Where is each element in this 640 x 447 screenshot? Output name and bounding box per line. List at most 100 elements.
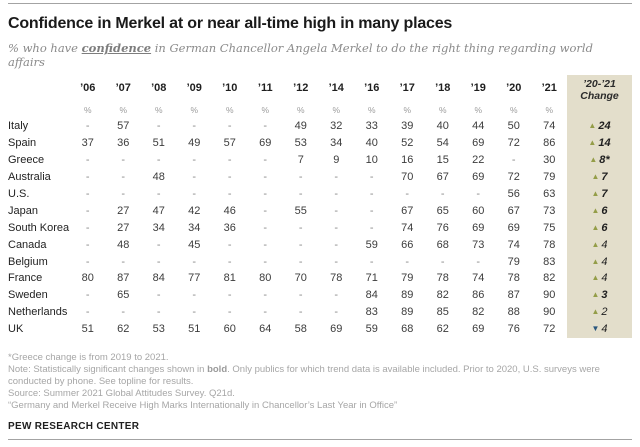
value-cell: 69 (472, 221, 485, 234)
unit-label: % (261, 105, 270, 115)
value-cell: 79 (543, 171, 556, 184)
value-cell: - (85, 120, 90, 133)
col-header: ’16 (364, 81, 380, 94)
value-cell: 82 (543, 272, 556, 285)
value-cell: - (227, 171, 232, 184)
up-triangle-icon: ▲ (588, 138, 597, 148)
value-cell: 66 (401, 238, 414, 251)
value-cell: 87 (507, 289, 520, 302)
value-cell: - (263, 154, 268, 167)
value-cell: 79 (507, 255, 520, 268)
col-header: ’21 (541, 81, 557, 94)
subtitle-suffix: in German Chancellor Angela Merkel to do… (8, 41, 593, 69)
table-corner (8, 75, 70, 101)
value-cell: 55 (294, 204, 307, 217)
value-cell: - (263, 255, 268, 268)
value-cell: 64 (259, 323, 272, 336)
value-cell: 76 (507, 323, 520, 336)
change-cell: ▲ 3 (567, 286, 632, 304)
value-cell: 84 (152, 272, 165, 285)
change-value: 6 (601, 221, 608, 234)
value-cell: 57 (117, 120, 130, 133)
country-label: France (8, 272, 43, 285)
value-cell: 59 (365, 238, 378, 251)
col-header: ’20 (506, 81, 522, 94)
value-cell: 15 (436, 154, 449, 167)
value-cell: 59 (365, 323, 378, 336)
value-cell: - (369, 221, 374, 234)
value-cell: 74 (472, 272, 485, 285)
value-cell: - (334, 221, 339, 234)
value-cell: - (121, 306, 126, 319)
value-cell: - (85, 306, 90, 319)
value-cell: 49 (294, 120, 307, 133)
value-cell: - (334, 188, 339, 200)
value-cell: 69 (330, 323, 343, 336)
change-cell: ▲ 6 (567, 219, 632, 237)
value-cell: 27 (117, 204, 130, 217)
value-cell: 39 (401, 120, 414, 133)
change-value: 4 (601, 323, 608, 336)
value-cell: - (263, 188, 268, 200)
value-cell: 33 (365, 120, 378, 133)
value-cell: 49 (188, 137, 201, 150)
col-header: ’18 (435, 81, 451, 94)
value-cell: 73 (543, 204, 556, 217)
value-cell: - (263, 289, 268, 302)
value-cell: - (476, 188, 481, 200)
col-header: ’14 (328, 81, 344, 94)
value-cell: 68 (401, 323, 414, 336)
value-cell: - (192, 289, 197, 302)
value-cell: - (156, 238, 161, 251)
value-cell: 75 (543, 221, 556, 234)
value-cell: 54 (436, 137, 449, 150)
value-cell: 63 (543, 188, 556, 200)
change-value: 4 (601, 238, 608, 251)
footnote-note-prefix: Note: Statistically significant changes … (8, 363, 208, 375)
country-label: Netherlands (8, 306, 68, 319)
value-cell: 79 (401, 272, 414, 285)
country-label: Canada (8, 238, 47, 251)
value-cell: 50 (507, 120, 520, 133)
value-cell: 48 (117, 238, 130, 251)
value-cell: 67 (401, 204, 414, 217)
value-cell: 78 (436, 272, 449, 285)
value-cell: - (334, 255, 339, 268)
up-triangle-icon: ▲ (591, 172, 600, 182)
value-cell: 83 (543, 255, 556, 268)
value-cell: 30 (543, 154, 556, 167)
value-cell: 58 (294, 323, 307, 336)
value-cell: - (227, 289, 232, 302)
value-cell: - (227, 154, 232, 167)
value-cell: 62 (117, 323, 130, 336)
footnotes: *Greece change is from 2019 to 2021. Not… (8, 352, 632, 412)
value-cell: - (263, 171, 268, 184)
value-cell: 88 (507, 306, 520, 319)
value-cell: - (334, 171, 339, 184)
up-triangle-icon: ▲ (591, 239, 600, 249)
value-cell: - (227, 306, 232, 319)
value-cell: 74 (543, 120, 556, 133)
value-cell: 86 (472, 289, 485, 302)
up-triangle-icon: ▲ (589, 155, 598, 165)
value-cell: 36 (223, 221, 236, 234)
value-cell: 32 (330, 120, 343, 133)
value-cell: - (192, 188, 197, 200)
value-cell: - (298, 221, 303, 234)
value-cell: 60 (472, 204, 485, 217)
up-triangle-icon: ▲ (591, 290, 600, 300)
value-cell: - (85, 289, 90, 302)
value-cell: - (121, 255, 126, 268)
change-value: 7 (601, 171, 608, 184)
value-cell: - (334, 289, 339, 302)
value-cell: - (121, 171, 126, 184)
value-cell: 78 (543, 238, 556, 251)
value-cell: - (298, 306, 303, 319)
value-cell: 70 (294, 272, 307, 285)
unit-label: % (545, 105, 554, 115)
value-cell: - (298, 171, 303, 184)
change-cell: ▲ 24 (567, 118, 632, 135)
value-cell: 69 (472, 171, 485, 184)
value-cell: 36 (117, 137, 130, 150)
value-cell: - (121, 188, 126, 200)
